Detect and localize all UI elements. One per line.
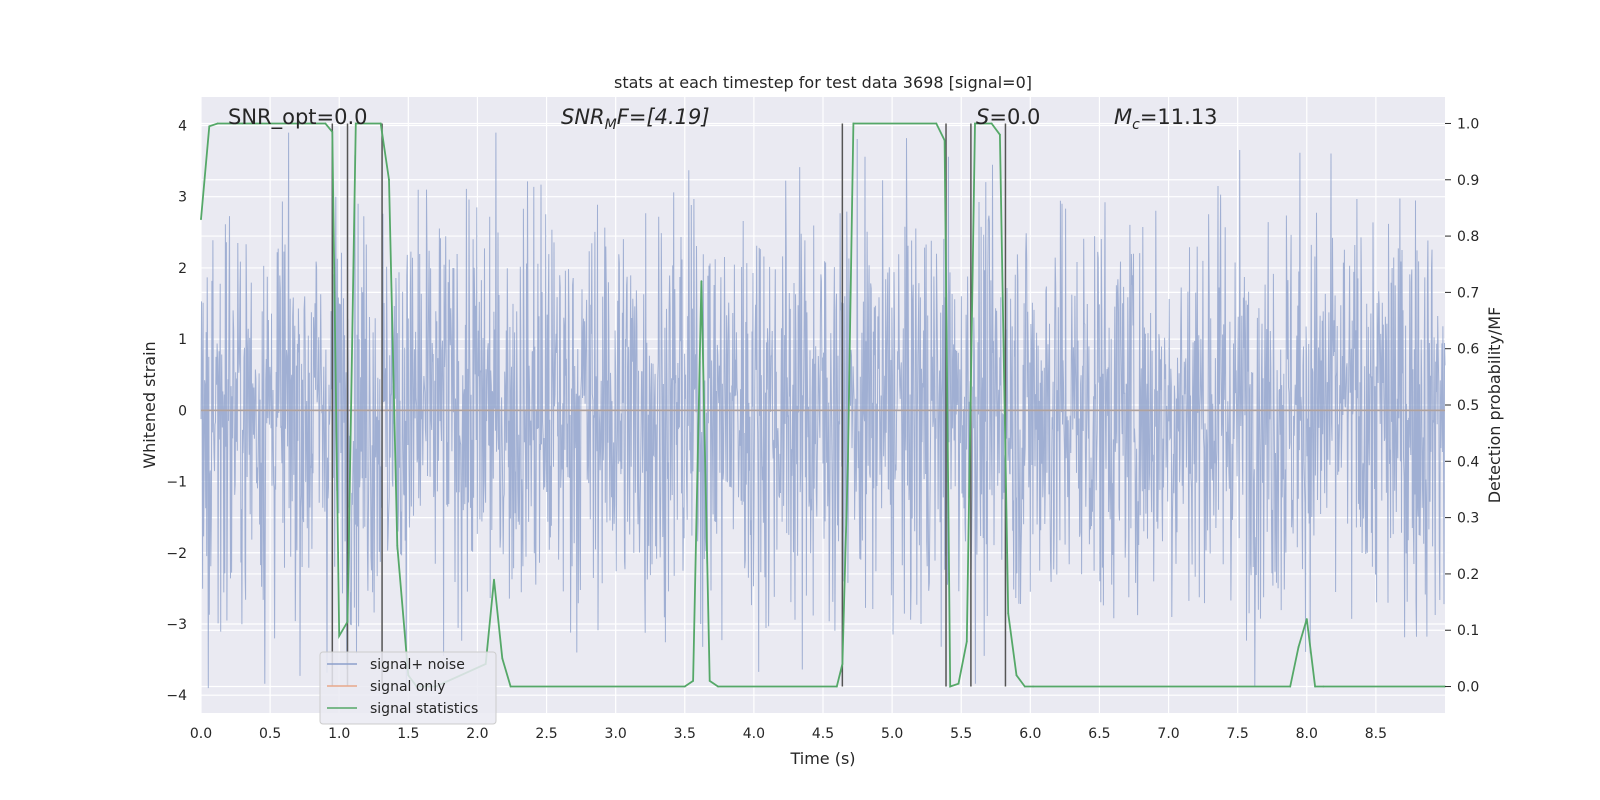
x-tick-label: 6.5 — [1088, 726, 1110, 742]
series-signal-noise-line — [200, 132, 1446, 689]
annotation-snr-opt: SNR_opt=0.0 — [228, 105, 368, 130]
signal-statistics-point — [943, 139, 946, 142]
y-tick-label: 0 — [178, 403, 187, 419]
series-signal-statistics-line — [200, 122, 1445, 688]
y-tick-label: 2 — [178, 261, 187, 277]
x-tick-label: 6.0 — [1019, 726, 1041, 742]
x-tick-label: 1.5 — [397, 726, 419, 742]
signal-statistics-point — [216, 122, 219, 125]
signal-statistics-point — [354, 122, 357, 125]
signal-statistics-point — [982, 122, 985, 125]
signal-statistics-point — [493, 578, 495, 581]
signal-statistics-point — [241, 122, 244, 125]
signal-statistics-point — [1023, 685, 1026, 688]
signal-statistics-point — [501, 657, 504, 660]
y-axis-label: Whitened strain — [140, 341, 159, 468]
signal-statistics-point — [1032, 685, 1034, 688]
y-right-tick-label: 0.9 — [1457, 173, 1479, 189]
signal-statistics-point — [708, 680, 711, 682]
signal-statistics-point — [379, 122, 382, 125]
y-right-tick-label: 0.5 — [1457, 398, 1479, 414]
legend-box — [319, 651, 497, 725]
signal-statistics-point — [974, 122, 976, 125]
chart-title: stats at each timestep for test data 369… — [614, 73, 1032, 92]
y-tick-label: 1 — [178, 332, 187, 348]
signal-statistics-point — [1297, 646, 1300, 648]
y-tick-label: 4 — [178, 118, 187, 134]
signal-statistics-point — [999, 133, 1001, 136]
signal-statistics-point — [852, 122, 855, 125]
y-right-tick-label: 0.0 — [1457, 680, 1479, 696]
x-axis-label: Time (s) — [789, 749, 855, 768]
signal-statistics-point — [1314, 685, 1316, 688]
signal-statistics-point — [208, 125, 211, 128]
x-tick-label: 3.0 — [605, 726, 627, 742]
annotation-mc: Mc=11.13 — [1114, 105, 1218, 133]
signal-statistics-point — [346, 620, 349, 623]
tick-labels: 0.0 0.5 1.0 1.5 2.0 2.5 3.0 3.5 4.0 4.5 5.0 5.5 6.0 6… — [166, 116, 1479, 742]
x-tick-label: 2.0 — [466, 726, 488, 742]
y-tick-label: −1 — [166, 475, 187, 491]
x-tick-label: 2.5 — [535, 726, 557, 742]
signal-statistics-point — [935, 122, 938, 125]
signal-statistics-point — [692, 680, 694, 682]
signal-statistics-point — [509, 685, 512, 688]
signal-statistics-point — [324, 122, 327, 125]
noise-series — [200, 132, 1446, 689]
x-tick-label: 5.5 — [950, 726, 972, 742]
y-tick-label: −2 — [166, 546, 187, 562]
legend-label-signal-only: signal only — [370, 679, 445, 695]
x-tick-label: 7.5 — [1227, 726, 1249, 742]
annotation-s: S=0.0 — [976, 105, 1040, 129]
x-tick-label: 8.0 — [1296, 726, 1318, 742]
y-right-tick-label: 0.1 — [1457, 623, 1479, 639]
signal-statistics-point — [1322, 685, 1325, 688]
y-right-tick-label: 0.8 — [1457, 229, 1479, 245]
signal-statistics-point — [847, 460, 849, 463]
x-tick-label: 0.0 — [190, 726, 212, 742]
signal-statistics-point — [717, 685, 719, 688]
signal-statistics-point — [965, 640, 968, 643]
legend: signal+ noise signal only signal statist… — [319, 651, 497, 725]
annotation-snr-mf: SNRMF=[4.19] — [561, 105, 710, 133]
y-right-tick-label: 0.2 — [1457, 567, 1479, 583]
signal-statistics-point — [1305, 618, 1308, 620]
signal-statistics-point — [1015, 674, 1018, 677]
signal-statistics-point — [388, 178, 390, 181]
signal-statistics-point — [835, 685, 838, 688]
signal-statistics-point — [396, 544, 399, 547]
x-tick-label: 4.0 — [743, 726, 765, 742]
y-right-tick-label: 0.6 — [1457, 342, 1479, 358]
y-right-tick-label: 0.3 — [1457, 511, 1479, 527]
x-tick-label: 5.0 — [881, 726, 903, 742]
y-right-tick-label: 0.7 — [1457, 285, 1479, 301]
y-right-tick-label: 1.0 — [1457, 116, 1479, 132]
signal-statistics-point — [200, 218, 202, 221]
signal-statistics-point — [683, 685, 686, 688]
signal-statistics-point — [1007, 612, 1010, 615]
x-tick-label: 0.5 — [259, 726, 281, 742]
signal-statistics-point — [957, 682, 960, 685]
signal-statistics-point — [331, 131, 334, 133]
x-tick-label: 1.0 — [328, 726, 350, 742]
y-right-tick-label: 0.4 — [1457, 454, 1479, 470]
y-tick-label: −3 — [166, 617, 187, 633]
x-tick-label: 7.0 — [1157, 726, 1179, 742]
signal-statistics-point — [949, 685, 952, 688]
signal-statistics-point — [338, 635, 341, 637]
x-tick-label: 4.5 — [812, 726, 834, 742]
x-tick-label: 8.5 — [1365, 726, 1387, 742]
x-tick-label: 3.5 — [674, 726, 696, 742]
legend-label-signal-statistics: signal statistics — [370, 701, 478, 717]
signal-statistics-point — [700, 280, 703, 282]
legend-label-signal-noise: signal+ noise — [370, 657, 465, 673]
signal-statistics-point — [1289, 685, 1292, 688]
y-tick-label: 3 — [178, 190, 187, 206]
signal-statistics-point — [841, 663, 844, 665]
y-tick-label: −4 — [166, 688, 187, 704]
signal-statistics-point — [990, 122, 993, 125]
y-axis-label-right: Detection probability/MF — [1485, 307, 1504, 504]
